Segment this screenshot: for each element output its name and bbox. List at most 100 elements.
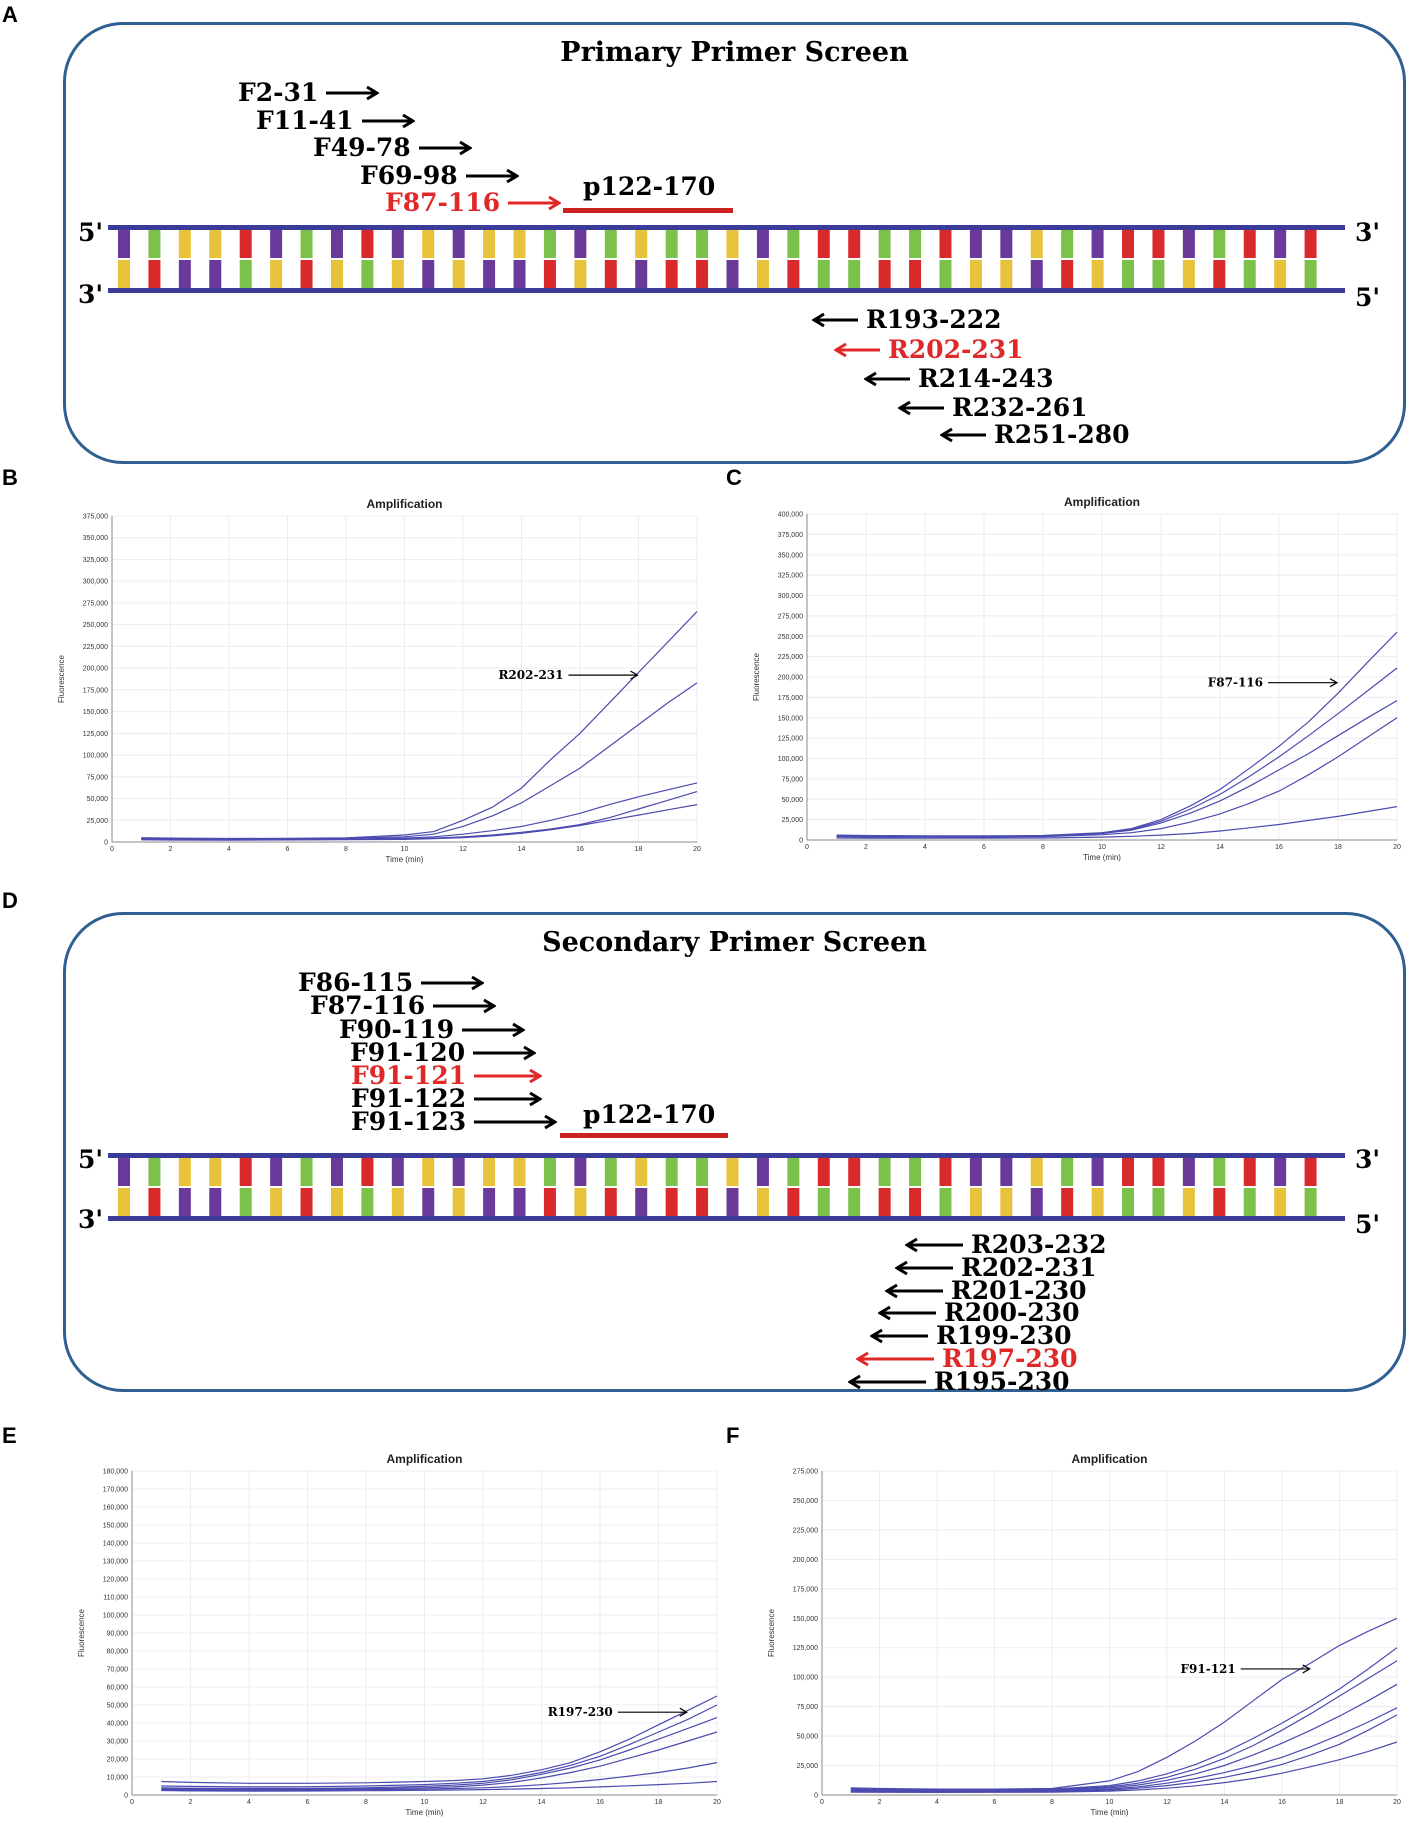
base-pair-top: [574, 1158, 587, 1186]
x-tick-label: 8: [1050, 1799, 1054, 1806]
base-pair-bottom: [1182, 1188, 1195, 1216]
annotation-label: F91-121: [1181, 1662, 1236, 1676]
series-line: [141, 804, 698, 841]
right-arrow-icon: [474, 1114, 558, 1129]
primer-label: F87-116: [385, 188, 501, 217]
base-pair-top: [1122, 1158, 1135, 1186]
primer-label: F91-123: [351, 1107, 467, 1136]
base-pair-bottom: [483, 260, 496, 288]
chart-title: Amplification: [1071, 1452, 1147, 1466]
forward-primer: F91-123: [351, 1107, 558, 1136]
y-tick-label: 110,000: [103, 1595, 128, 1602]
y-tick-label: 150,000: [793, 1616, 818, 1623]
y-tick-label: 275,000: [778, 613, 803, 620]
base-pair-top: [848, 1158, 861, 1186]
series-line: [836, 631, 1398, 837]
y-tick-label: 125,000: [778, 736, 803, 743]
base-pair-top: [422, 1158, 435, 1186]
base-pair-bottom: [209, 1188, 222, 1216]
forward-primer: F2-31: [238, 78, 380, 107]
base-pair-bottom: [1213, 260, 1226, 288]
base-pair-top: [300, 230, 313, 258]
x-tick-label: 20: [713, 1799, 721, 1806]
y-tick-label: 250,000: [778, 634, 803, 641]
y-tick-label: 325,000: [83, 557, 108, 564]
y-tick-label: 160,000: [103, 1505, 128, 1512]
annotation-arrow-head: [1302, 1664, 1311, 1674]
panel-label-c: C: [726, 465, 742, 490]
secondary-primer-screen: Secondary Primer Screen: [63, 912, 1406, 1392]
five-prime-label: 5': [78, 1145, 104, 1174]
chart-title: Amplification: [1064, 495, 1140, 509]
y-tick-label: 130,000: [103, 1559, 128, 1566]
forward-primer: F49-78: [313, 135, 472, 160]
y-tick-label: 75,000: [797, 1704, 819, 1711]
base-pair-top: [1243, 1158, 1256, 1186]
x-tick-label: 4: [935, 1799, 939, 1806]
x-tick-label: 18: [1334, 844, 1342, 851]
forward-primer: F86-115: [298, 968, 485, 997]
y-tick-label: 75,000: [782, 776, 804, 783]
base-pair-bottom: [939, 1188, 952, 1216]
left-arrow-icon: [864, 371, 910, 386]
primer-label: F86-115: [298, 968, 414, 997]
three-prime-label: 3': [78, 1205, 104, 1234]
base-pair-bottom: [239, 1188, 252, 1216]
base-pair-bottom: [696, 1188, 709, 1216]
base-pair-top: [1030, 230, 1043, 258]
x-tick-label: 4: [923, 844, 927, 851]
x-tick-label: 14: [518, 846, 526, 853]
base-pair-bottom: [939, 260, 952, 288]
x-tick-label: 0: [110, 846, 114, 853]
base-pair-bottom: [635, 1188, 648, 1216]
base-pair-bottom: [1304, 260, 1317, 288]
probe-bar: [560, 1133, 728, 1138]
base-pair-top: [1304, 230, 1317, 258]
base-pair-top: [665, 1158, 678, 1186]
y-tick-label: 25,000: [87, 818, 109, 825]
base-pair-bottom: [543, 1188, 556, 1216]
base-pair-top: [483, 230, 496, 258]
x-tick-label: 0: [130, 1799, 134, 1806]
base-pair-top: [909, 230, 922, 258]
base-pair-bottom: [513, 260, 526, 288]
left-arrow-icon: [848, 1374, 926, 1389]
base-pair-bottom: [1274, 260, 1287, 288]
base-pair-bottom: [726, 1188, 739, 1216]
base-pair-bottom: [878, 260, 891, 288]
base-pair-bottom: [330, 260, 343, 288]
x-tick-label: 8: [344, 846, 348, 853]
base-pair-top: [1152, 1158, 1165, 1186]
y-axis-label: Fluorescence: [752, 652, 761, 701]
base-pair-top: [1213, 1158, 1226, 1186]
y-tick-label: 375,000: [778, 532, 803, 539]
base-pair-top: [452, 1158, 465, 1186]
y-tick-label: 70,000: [107, 1667, 129, 1674]
annotation-label: R202-231: [498, 668, 563, 682]
y-tick-label: 375,000: [83, 514, 108, 521]
x-tick-label: 8: [364, 1799, 368, 1806]
y-tick-label: 50,000: [107, 1703, 129, 1710]
base-pair-top: [817, 230, 830, 258]
base-pair-bottom: [1122, 1188, 1135, 1216]
y-tick-label: 300,000: [83, 579, 108, 586]
base-pair-bottom: [178, 1188, 191, 1216]
primer-label: F2-31: [238, 78, 319, 107]
y-tick-label: 125,000: [83, 731, 108, 738]
base-pair-bottom: [1122, 260, 1135, 288]
left-arrow-icon: [905, 1237, 963, 1252]
panel-label-b: B: [2, 465, 18, 490]
y-tick-label: 100,000: [103, 1613, 128, 1620]
series-line: [161, 1717, 718, 1790]
base-pair-top: [1182, 230, 1195, 258]
x-tick-label: 12: [1163, 1799, 1171, 1806]
y-tick-label: 175,000: [778, 695, 803, 702]
base-pair-top: [909, 1158, 922, 1186]
base-pair-bottom: [118, 1188, 130, 1216]
reverse-primer: R214-243: [864, 366, 1054, 391]
right-arrow-icon: [326, 85, 380, 100]
base-pair-bottom: [239, 260, 252, 288]
left-arrow-icon: [940, 427, 986, 442]
base-pair-top: [878, 1158, 891, 1186]
forward-primer: F87-116: [310, 993, 497, 1018]
